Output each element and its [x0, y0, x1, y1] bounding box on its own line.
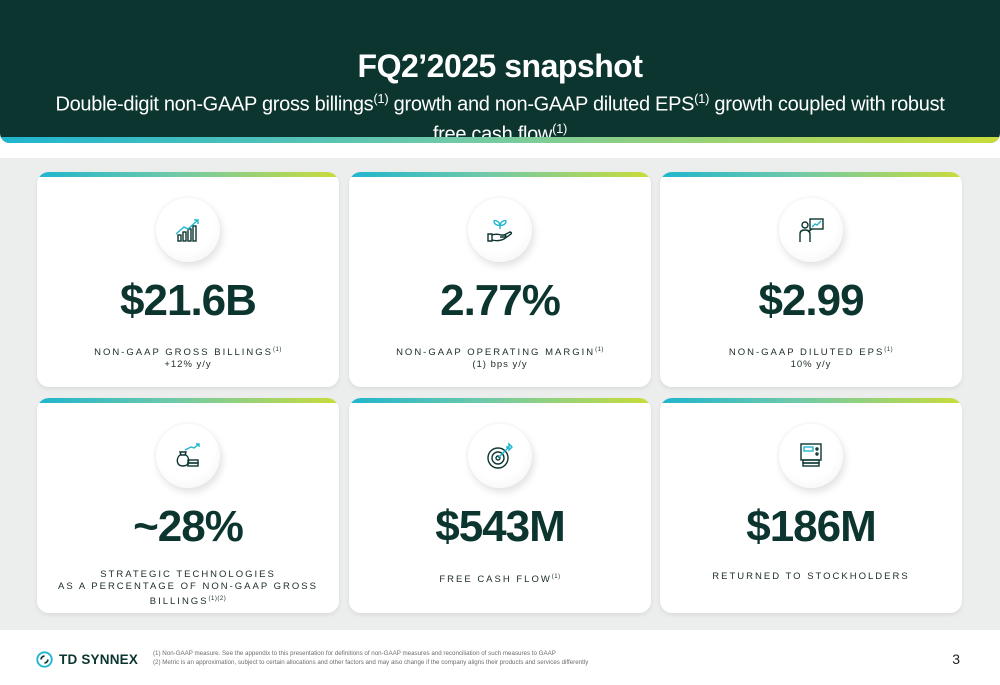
metric-value: $186M [746, 502, 877, 551]
metric-label: RETURNED TO STOCKHOLDERS [712, 571, 910, 582]
footnote-1: (1) Non-GAAP measure. See the appendix t… [153, 650, 556, 657]
metrics-area: $21.6B NON-GAAP GROSS BILLINGS(1) +12% y… [0, 158, 1000, 630]
page-title: FQ2’2025 snapshot [357, 48, 643, 84]
metric-change: +12% y/y [164, 359, 212, 371]
target-icon [468, 424, 532, 488]
metric-card-returned-to-stockholders: $186M RETURNED TO STOCKHOLDERS [660, 398, 962, 613]
td-synnex-logo-icon [36, 651, 53, 668]
metric-value: $2.99 [758, 276, 864, 325]
page-subtitle: Double-digit non-GAAP gross billings(1) … [55, 91, 945, 143]
hand-plant-icon [468, 198, 532, 262]
metric-card-free-cash-flow: $543M FREE CASH FLOW(1) [349, 398, 651, 613]
metric-label: FREE CASH FLOW(1) [439, 574, 561, 586]
metric-label: NON-GAAP OPERATING MARGIN(1) (1) bps y/y [359, 344, 641, 371]
metric-value: $21.6B [120, 276, 257, 325]
metric-label: NON-GAAP GROSS BILLINGS(1) +12% y/y [47, 344, 329, 371]
metric-value: ~28% [133, 502, 244, 551]
company-logo: TD SYNNEX [36, 651, 138, 668]
metric-change: 10% y/y [790, 359, 832, 371]
metric-card-operating-margin: 2.77% NON-GAAP OPERATING MARGIN(1) (1) b… [349, 172, 651, 387]
metric-card-gross-billings: $21.6B NON-GAAP GROSS BILLINGS(1) +12% y… [37, 172, 339, 387]
growth-chart-icon [156, 198, 220, 262]
metric-value: 2.77% [440, 276, 561, 325]
presenter-icon [779, 198, 843, 262]
footnote-2: (2) Metric is an approximation, subject … [153, 659, 589, 666]
metric-card-diluted-eps: $2.99 NON-GAAP DILUTED EPS(1) 10% y/y [660, 172, 962, 387]
header-banner: FQ2’2025 snapshot Double-digit non-GAAP … [0, 0, 1000, 143]
footnotes: (1) Non-GAAP measure. See the appendix t… [153, 649, 588, 667]
logo-text: TD SYNNEX [59, 652, 139, 667]
money-bag-growth-icon [156, 424, 220, 488]
metric-card-strategic-technologies: ~28% STRATEGIC TECHNOLOGIES AS A PERCENT… [37, 398, 339, 613]
cash-register-icon [779, 424, 843, 488]
metric-label: NON-GAAP DILUTED EPS(1) 10% y/y [670, 344, 952, 371]
metric-value: $543M [435, 502, 566, 551]
metric-label: STRATEGIC TECHNOLOGIES AS A PERCENTAGE O… [58, 569, 318, 608]
page-number: 3 [952, 651, 960, 667]
metric-change: (1) bps y/y [472, 359, 528, 371]
